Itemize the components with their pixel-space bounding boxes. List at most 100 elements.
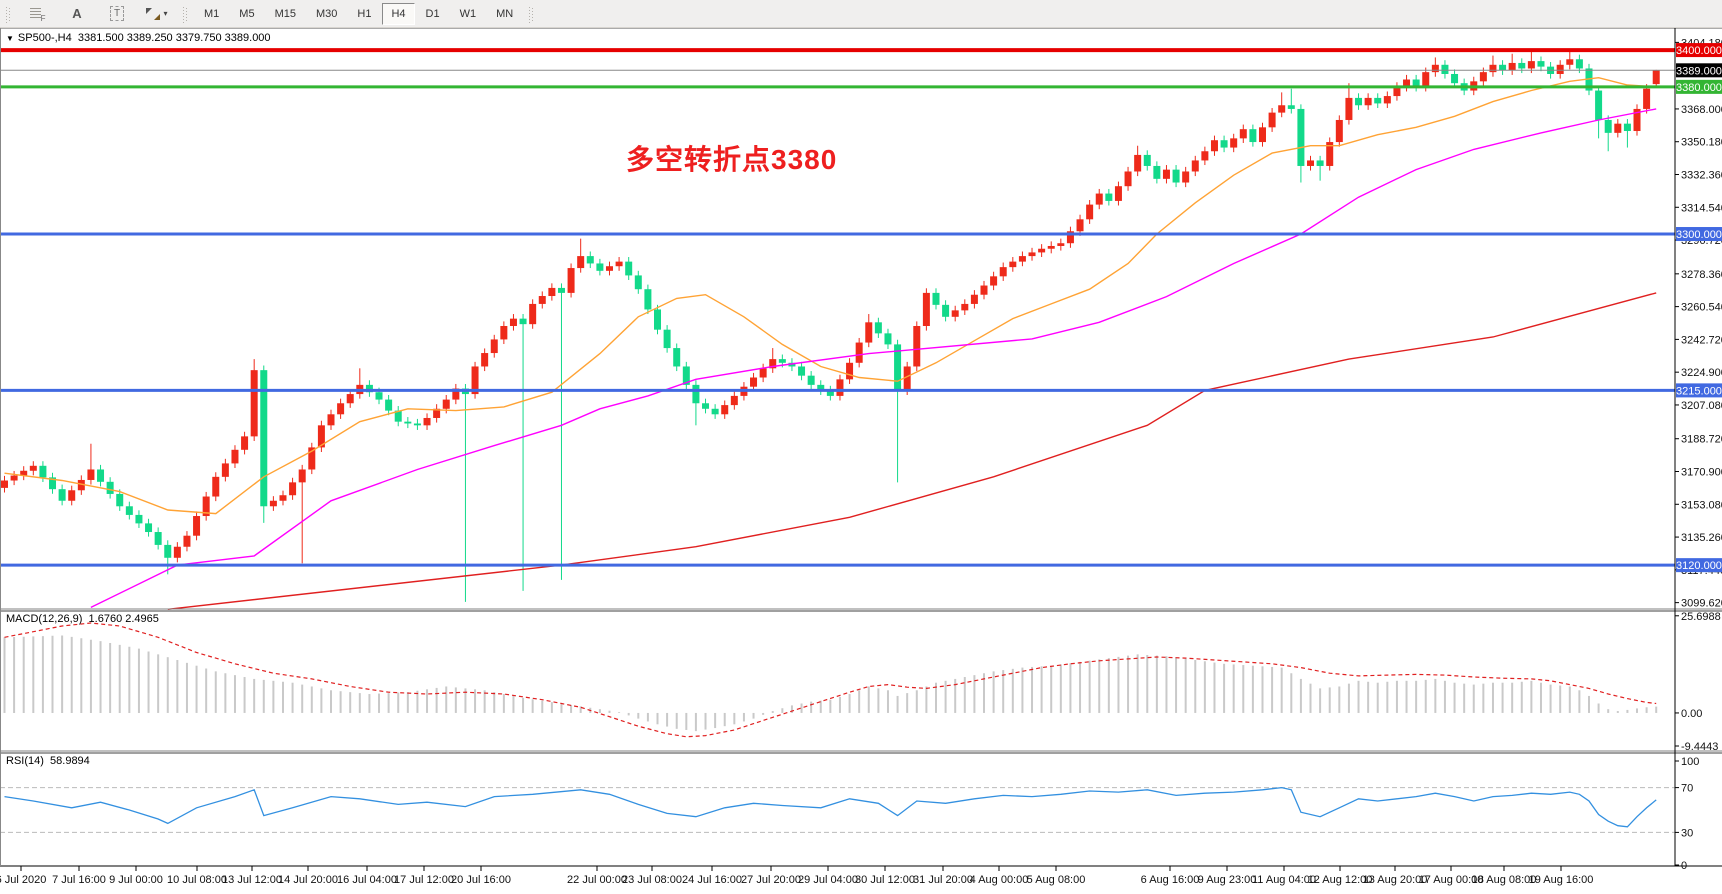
toolbar-grip[interactable] bbox=[529, 4, 535, 23]
chevron-down-icon[interactable]: ▼ bbox=[6, 34, 14, 43]
time-label: 30 Jul 12:00 bbox=[855, 874, 915, 886]
timeframe-button-mn[interactable]: MN bbox=[496, 7, 514, 20]
text-tool-button[interactable]: A bbox=[59, 2, 95, 26]
arrows-icon bbox=[146, 7, 161, 20]
rsi-indicator-label: RSI(14) 58.9894 bbox=[6, 755, 90, 767]
timeframe-button-h1[interactable]: H1 bbox=[357, 7, 372, 20]
svg-text:3099.620: 3099.620 bbox=[1681, 598, 1722, 610]
panel-borders bbox=[0, 27, 1722, 867]
time-label: 12 Aug 12:00 bbox=[1308, 874, 1373, 886]
text-icon: A bbox=[72, 6, 82, 21]
svg-text:3170.900: 3170.900 bbox=[1681, 467, 1722, 479]
svg-text:30: 30 bbox=[1681, 827, 1693, 839]
rsi-value: 58.9894 bbox=[50, 755, 90, 767]
time-label: 20 Jul 16:00 bbox=[451, 874, 511, 886]
macd-name: MACD(12,26,9) bbox=[6, 613, 83, 625]
svg-text:0: 0 bbox=[1681, 860, 1687, 872]
toolbar-grip[interactable] bbox=[6, 4, 11, 23]
timeframe-button-m5[interactable]: M5 bbox=[239, 7, 255, 20]
svg-text:3350.180: 3350.180 bbox=[1681, 137, 1722, 149]
svg-text:3135.260: 3135.260 bbox=[1681, 532, 1722, 544]
timeframe-button-h4[interactable]: H4 bbox=[382, 2, 415, 25]
toolbar-grip[interactable] bbox=[183, 4, 188, 23]
svg-text:3332.360: 3332.360 bbox=[1681, 169, 1722, 181]
price-badge-3400.000 bbox=[1676, 43, 1722, 58]
svg-text:3207.080: 3207.080 bbox=[1681, 400, 1722, 412]
svg-text:3188.720: 3188.720 bbox=[1681, 434, 1722, 446]
svg-text:3368.000: 3368.000 bbox=[1681, 104, 1722, 116]
timeframe-button-m1[interactable]: M1 bbox=[204, 7, 220, 20]
svg-text:3260.540: 3260.540 bbox=[1681, 302, 1722, 314]
price-axis: 3404.1803368.0003350.1803332.3603314.540… bbox=[1675, 37, 1722, 872]
time-label: 5 Aug 08:00 bbox=[1027, 874, 1086, 886]
time-label: 31 Jul 20:00 bbox=[913, 874, 973, 886]
candlestick-series bbox=[1, 50, 1660, 602]
svg-text:25.6988: 25.6988 bbox=[1681, 611, 1721, 623]
timeframe-button-d1[interactable]: D1 bbox=[425, 7, 440, 20]
price-badge-3389.000 bbox=[1676, 63, 1722, 78]
price-badge-3215.000 bbox=[1676, 383, 1722, 398]
time-label: 6 Aug 16:00 bbox=[1141, 874, 1200, 886]
rsi-line bbox=[4, 786, 1657, 828]
horizontal-level-lines bbox=[0, 48, 1675, 567]
time-label: 24 Jul 16:00 bbox=[682, 874, 742, 886]
fibonacci-icon: F bbox=[29, 7, 46, 23]
svg-text:3400.000: 3400.000 bbox=[1676, 45, 1722, 57]
price-badge-3380.000 bbox=[1676, 79, 1722, 94]
svg-text:70: 70 bbox=[1681, 783, 1693, 795]
svg-text:3300.000: 3300.000 bbox=[1676, 229, 1722, 241]
time-label: 29 Jul 04:00 bbox=[798, 874, 858, 886]
price-badges: 3400.000 3380.000 3300.000 3215.000 3120.000… bbox=[1676, 43, 1722, 573]
fibonacci-tool-button[interactable]: F bbox=[19, 2, 55, 26]
time-label: 14 Jul 20:00 bbox=[278, 874, 338, 886]
time-label: 9 Aug 23:00 bbox=[1198, 874, 1257, 886]
timeframe-button-group: M1 M5 M15 M30 H1 H4 D1 W1 MN bbox=[194, 2, 523, 25]
price-badge-3300.000 bbox=[1676, 227, 1722, 242]
svg-text:3389.000: 3389.000 bbox=[1676, 65, 1722, 77]
arrows-tool-button[interactable]: ▾ bbox=[139, 2, 175, 26]
time-label: 13 Aug 20:00 bbox=[1363, 874, 1428, 886]
symbol-header[interactable]: ▼ SP500-,H4 3381.500 3389.250 3379.750 33… bbox=[6, 32, 271, 44]
macd-panel bbox=[3, 622, 1658, 738]
timeframe-button-m30[interactable]: M30 bbox=[315, 7, 338, 20]
svg-text:3242.720: 3242.720 bbox=[1681, 334, 1722, 346]
svg-text:3314.540: 3314.540 bbox=[1681, 202, 1722, 214]
rsi-panel bbox=[0, 786, 1675, 833]
time-label: 27 Jul 20:00 bbox=[741, 874, 801, 886]
time-label: 6 Jul 2020 bbox=[0, 874, 46, 886]
time-label: 10 Jul 08:00 bbox=[167, 874, 227, 886]
timeframe-button-m15[interactable]: M15 bbox=[274, 7, 296, 20]
svg-text:3278.360: 3278.360 bbox=[1681, 269, 1722, 281]
time-label: 22 Jul 00:00 bbox=[567, 874, 627, 886]
time-label: 4 Aug 00:00 bbox=[970, 874, 1029, 886]
svg-text:100: 100 bbox=[1681, 756, 1699, 768]
time-label: 13 Jul 12:00 bbox=[222, 874, 282, 886]
text-label-tool-button[interactable]: T bbox=[99, 2, 135, 26]
time-axis: 6 Jul 2020 7 Jul 16:00 9 Jul 00:00 10 Jul 0… bbox=[0, 866, 1593, 886]
svg-text:3153.080: 3153.080 bbox=[1681, 499, 1722, 511]
moving-average-lines bbox=[4, 76, 1657, 610]
time-label: 17 Jul 12:00 bbox=[394, 874, 454, 886]
symbol-timeframe-label: SP500-,H4 bbox=[17, 32, 72, 44]
ma-fast-line bbox=[4, 76, 1657, 515]
svg-text:3120.000: 3120.000 bbox=[1676, 560, 1722, 572]
time-label: 9 Jul 00:00 bbox=[109, 874, 163, 886]
svg-text:3380.000: 3380.000 bbox=[1676, 82, 1722, 94]
text-label-icon: T bbox=[109, 6, 125, 21]
time-label: 23 Jul 08:00 bbox=[622, 874, 682, 886]
svg-text:0.00: 0.00 bbox=[1681, 708, 1702, 720]
time-label: 16 Jul 04:00 bbox=[337, 874, 397, 886]
macd-signal-line bbox=[4, 622, 1657, 738]
chart-annotation-text[interactable]: 多空转折点3380 bbox=[626, 144, 838, 175]
svg-text:-9.4443: -9.4443 bbox=[1681, 741, 1718, 753]
time-label: 11 Aug 04:00 bbox=[1252, 874, 1316, 886]
time-label: 7 Jul 16:00 bbox=[52, 874, 106, 886]
dropdown-caret-icon: ▾ bbox=[163, 9, 168, 18]
ma-slow-line bbox=[167, 292, 1657, 610]
price-badge-3120.000 bbox=[1676, 558, 1722, 573]
ma-mid-line bbox=[90, 108, 1657, 609]
rsi-name: RSI(14) bbox=[6, 755, 44, 767]
timeframe-button-w1[interactable]: W1 bbox=[459, 7, 477, 20]
